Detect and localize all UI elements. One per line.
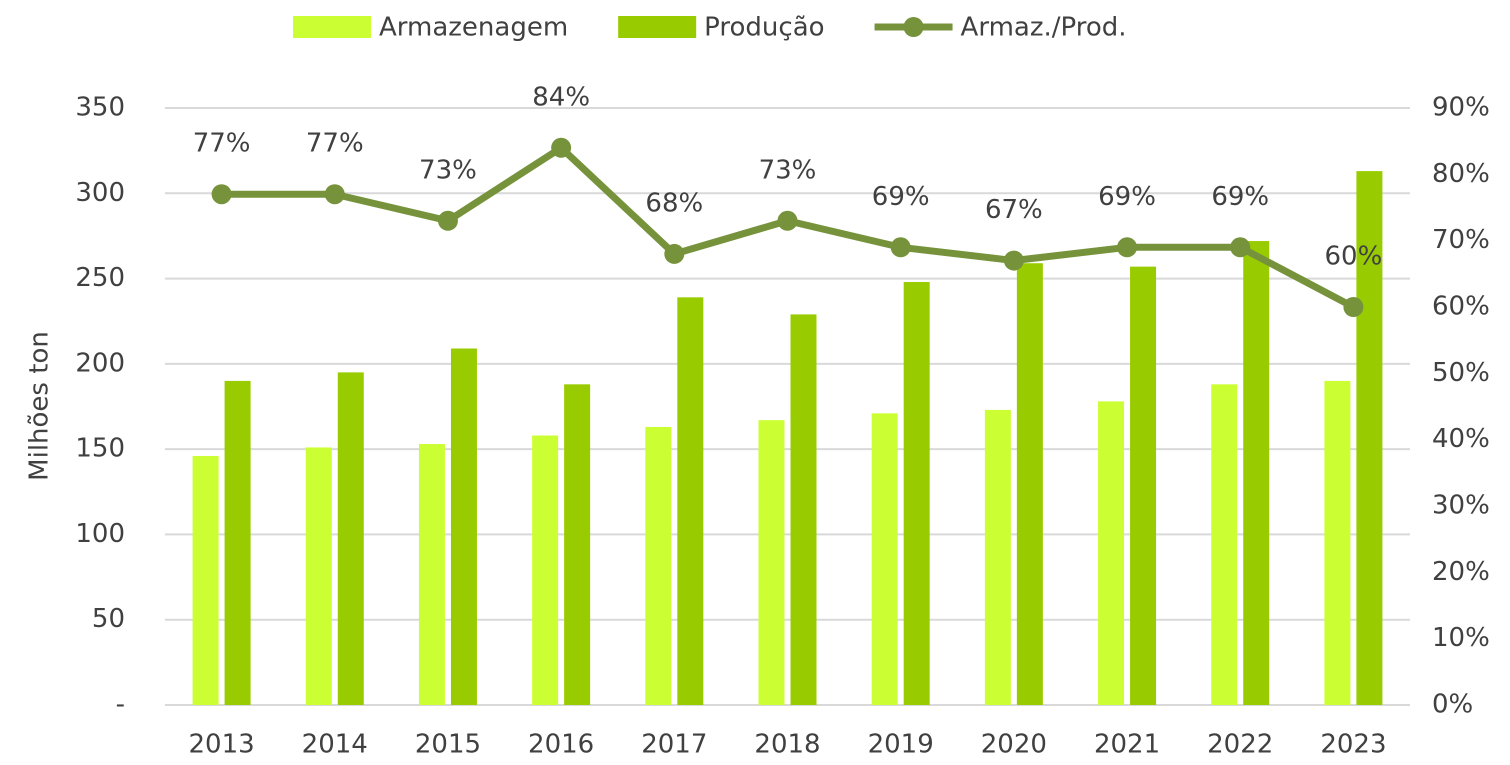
line-marker	[211, 184, 232, 205]
bar	[871, 413, 898, 705]
legend-label: Armazenagem	[379, 13, 568, 43]
bar	[903, 281, 930, 705]
x-tick-label: 2022	[1207, 730, 1273, 760]
legend-label: Produção	[704, 13, 824, 43]
bar	[1356, 171, 1383, 705]
y2-tick-label: 10%	[1432, 623, 1490, 653]
bar	[418, 444, 445, 705]
y2-tick-label: 70%	[1432, 225, 1490, 255]
bar	[1243, 241, 1270, 705]
y-tick-label: 150	[75, 434, 125, 464]
x-tick-label: 2013	[189, 730, 255, 760]
data-label: 60%	[1325, 242, 1383, 272]
y-tick-label: 250	[75, 263, 125, 293]
line-marker	[437, 210, 458, 231]
line-marker	[1230, 237, 1251, 258]
bar	[1211, 384, 1238, 705]
x-tick-label: 2016	[528, 730, 594, 760]
data-label: 84%	[532, 82, 590, 112]
y-tick-label: 200	[75, 348, 125, 378]
bar	[450, 348, 477, 705]
bar	[1324, 380, 1351, 705]
x-tick-label: 2023	[1320, 730, 1386, 760]
x-tick-label: 2021	[1094, 730, 1160, 760]
x-tick-label: 2014	[302, 730, 368, 760]
bar	[532, 435, 559, 705]
legend-label: Armaz./Prod.	[961, 13, 1127, 43]
data-label: 69%	[1098, 182, 1156, 212]
bar	[564, 384, 591, 705]
y2-tick-label: 30%	[1432, 491, 1490, 521]
line-marker	[890, 237, 911, 258]
y-tick-label: 300	[75, 178, 125, 208]
line-marker	[664, 243, 685, 264]
y-axis-label: Milhões ton	[25, 331, 55, 481]
x-tick-label: 2017	[641, 730, 707, 760]
y2-tick-label: 40%	[1432, 424, 1490, 454]
y-tick-label: 100	[75, 519, 125, 549]
line-marker	[551, 137, 572, 158]
bar	[1130, 266, 1157, 705]
data-label: 73%	[419, 155, 477, 185]
data-label: 77%	[193, 129, 251, 159]
data-label: 68%	[645, 188, 703, 218]
y2-tick-label: 90%	[1432, 93, 1490, 123]
y2-tick-label: 60%	[1432, 292, 1490, 322]
bar	[192, 455, 219, 705]
x-tick-label: 2019	[868, 730, 934, 760]
data-label: 73%	[759, 155, 817, 185]
data-label: 69%	[1211, 182, 1269, 212]
bar	[337, 372, 364, 705]
y-tick-label: 350	[75, 93, 125, 123]
data-label: 77%	[306, 129, 364, 159]
bar	[305, 447, 332, 705]
y-tick-label: -	[116, 690, 125, 720]
bar	[677, 297, 704, 705]
line-marker	[1117, 237, 1138, 258]
bar	[790, 314, 817, 705]
data-label: 69%	[872, 182, 930, 212]
legend-swatch	[903, 17, 924, 37]
legend-swatch	[293, 16, 371, 38]
y2-tick-label: 50%	[1432, 358, 1490, 388]
bar	[1098, 401, 1125, 705]
x-tick-label: 2015	[415, 730, 481, 760]
bar	[1016, 263, 1043, 705]
data-label: 67%	[985, 195, 1043, 225]
x-tick-label: 2018	[754, 730, 820, 760]
bar	[984, 409, 1011, 705]
line-marker	[1003, 250, 1024, 271]
line-marker	[324, 184, 345, 205]
y-tick-label: 50	[92, 604, 125, 634]
bar	[645, 426, 672, 705]
line-marker	[1343, 297, 1364, 317]
bar	[224, 380, 251, 705]
legend-swatch	[618, 16, 697, 38]
y2-tick-label: 20%	[1432, 557, 1490, 587]
x-tick-label: 2020	[981, 730, 1047, 760]
bar	[758, 420, 785, 705]
y2-tick-label: 80%	[1432, 159, 1490, 189]
line-marker	[777, 210, 798, 231]
y2-tick-label: 0%	[1432, 690, 1473, 720]
